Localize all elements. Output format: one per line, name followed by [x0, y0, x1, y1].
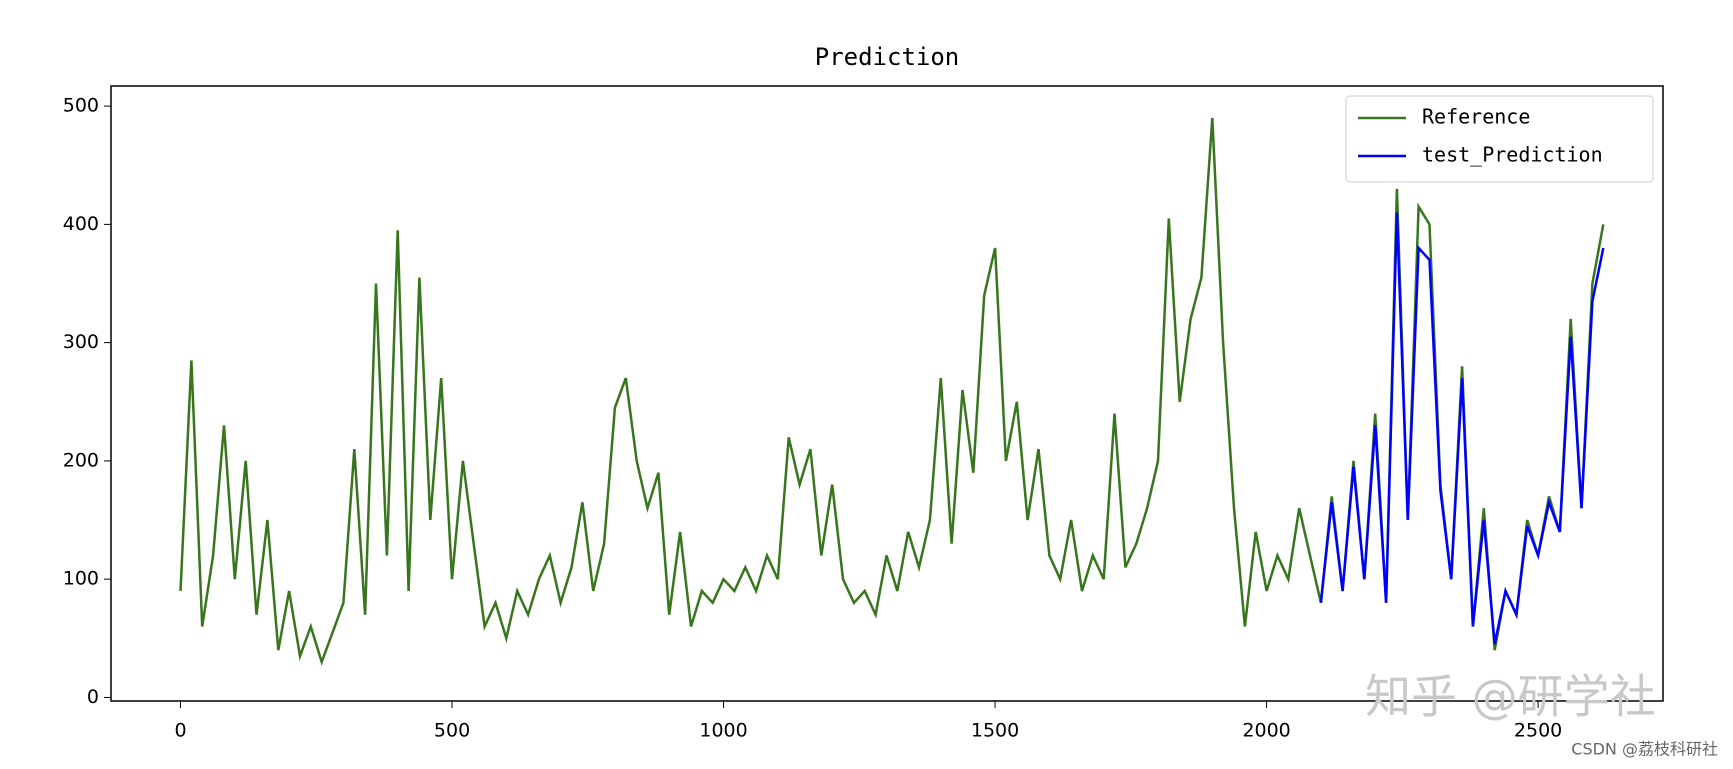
y-tick-label: 100	[63, 568, 99, 590]
y-tick-label: 200	[63, 449, 99, 471]
y-tick-label: 300	[63, 331, 99, 353]
watermark: CSDN @荔枝科研社	[1571, 740, 1718, 759]
watermark: 知乎 @研学社	[1365, 670, 1656, 724]
y-tick-label: 500	[63, 95, 99, 117]
x-tick-label: 2000	[1242, 720, 1290, 742]
y-tick-label: 0	[87, 686, 99, 708]
plot-frame	[110, 85, 1664, 702]
x-tick-label: 1000	[699, 720, 747, 742]
chart-title: Prediction	[815, 43, 960, 71]
x-tick-label: 500	[434, 720, 470, 742]
series-line	[1319, 212, 1605, 645]
legend-label: Reference	[1422, 105, 1530, 129]
legend: Reference test_Prediction	[1345, 95, 1654, 183]
legend-box	[1345, 95, 1654, 183]
x-tick-label: 2500	[1514, 720, 1562, 742]
x-tick-label: 1500	[971, 720, 1019, 742]
series-line	[179, 117, 1605, 666]
x-tick-label: 0	[174, 720, 186, 742]
y-tick-label: 400	[63, 213, 99, 235]
legend-label: test_Prediction	[1422, 143, 1603, 167]
